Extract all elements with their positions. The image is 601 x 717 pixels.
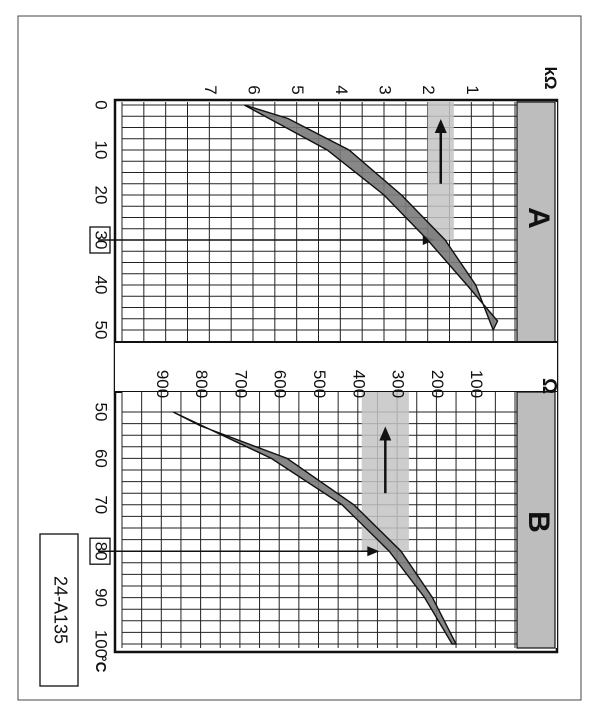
resistance-tick-label: 500 xyxy=(310,370,329,398)
resistance-tick-label: 800 xyxy=(192,370,211,398)
panel-b-resistance-unit: Ω xyxy=(538,378,560,394)
highlight-temperature-box xyxy=(89,226,111,254)
temperature-tick-label: 10 xyxy=(92,141,111,160)
panel-b-chart: 50 60 70 80 90 100 100 200 300 400 500 600 700 800 900… xyxy=(89,370,557,658)
resistance-tick-label: 300 xyxy=(389,370,408,398)
resistance-tick-label: 200 xyxy=(428,370,447,398)
temperature-tick-label: 50 xyxy=(92,321,111,340)
resistance-tick-label: 2 xyxy=(419,85,438,94)
panel-a-resistance-unit: kΩ xyxy=(541,66,560,89)
panel-a-tolerance-band xyxy=(243,104,499,332)
temperature-tick-label: 30 xyxy=(92,231,111,250)
temperature-tick-label: 40 xyxy=(92,276,111,295)
panel-letter: B xyxy=(522,511,555,533)
temperature-tick-label: 0 xyxy=(92,100,111,109)
resistance-tick-label: 100 xyxy=(467,370,486,398)
temperature-tick-label: 80 xyxy=(92,542,111,561)
panel-a-grid xyxy=(121,102,557,342)
tolerance-band xyxy=(243,104,499,332)
panel-b-label-bar: B xyxy=(516,391,556,649)
panel-b-tick-labels: 50 60 70 80 90 100 100 200 300 400 500 600 700 800 900 xyxy=(89,370,486,658)
figure-code-box: 24-A135 xyxy=(39,533,79,687)
grid-background xyxy=(122,102,557,342)
temperature-tick-label: 70 xyxy=(92,495,111,514)
panel-a-highlight-bar xyxy=(98,102,454,245)
panel-b-grid xyxy=(121,392,557,648)
panel-b-tolerance-band xyxy=(172,411,458,645)
temperature-pointer-head xyxy=(367,546,380,557)
highlight-arrow-head xyxy=(379,426,392,441)
grid-background xyxy=(122,392,557,648)
resistance-tick-label: 5 xyxy=(288,85,307,94)
temperature-tick-label: 60 xyxy=(92,449,111,468)
highlight-temperature-box xyxy=(89,537,111,565)
resistance-tick-label: 1 xyxy=(463,85,482,94)
resistance-tick-label: 4 xyxy=(332,85,351,94)
page-frame xyxy=(17,15,582,701)
temperature-tick-label: 100 xyxy=(92,630,111,658)
figure-code: 24-A135 xyxy=(50,576,70,644)
panel-a-tick-labels: 0 10 20 30 40 50 1 2 3 4 5 6 7 xyxy=(89,85,482,340)
panel-letter: A xyxy=(522,207,555,229)
resistance-tick-label: 7 xyxy=(201,85,220,94)
panel-separator xyxy=(115,342,557,392)
temperature-tick-label: 20 xyxy=(92,186,111,205)
resistance-tick-label: 3 xyxy=(376,85,395,94)
resistance-tick-label: 6 xyxy=(245,85,264,94)
tolerance-band xyxy=(172,411,458,645)
panel-b-temperature-unit: °C xyxy=(92,656,109,673)
resistance-tick-label: 700 xyxy=(231,370,250,398)
resistance-tick-label: 900 xyxy=(153,370,172,398)
panel-a-chart: 0 10 20 30 40 50 1 2 3 4 5 6 7 A xyxy=(89,85,557,343)
resistance-tick-label: 400 xyxy=(349,370,368,398)
panel-label-bar xyxy=(516,391,556,649)
highlight-arrow-head xyxy=(434,119,447,133)
temperature-tick-label: 50 xyxy=(92,403,111,422)
resistance-tick-label: 600 xyxy=(271,370,290,398)
panel-b-highlight-bar xyxy=(98,392,409,557)
temperature-tick-label: 90 xyxy=(92,588,111,607)
panel-a-label-bar: A xyxy=(516,101,556,343)
